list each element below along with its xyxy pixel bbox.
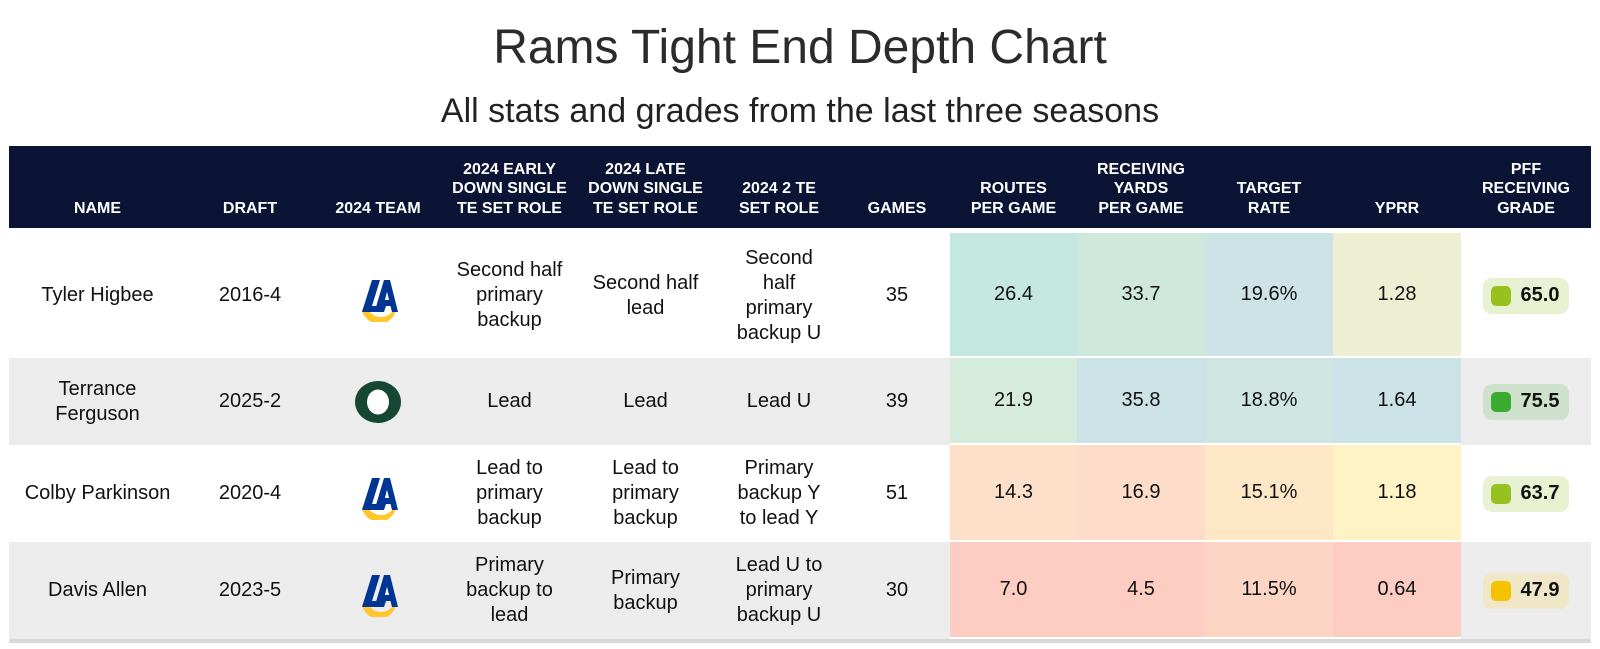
early-down-role: Lead xyxy=(487,390,532,412)
header-games[interactable]: GAMES xyxy=(867,199,927,217)
games-played: 39 xyxy=(885,390,909,412)
draft-pick: 2025-2 xyxy=(218,390,282,412)
table-row[interactable]: Colby Parkinson 2020-4 Lead to primary ba… xyxy=(9,445,1591,542)
pff-grade-value: 47.9 xyxy=(1520,579,1560,601)
pff-grade-cell: 75.5 xyxy=(1461,358,1591,445)
player-name: Tyler Higbee xyxy=(41,284,154,306)
receiving-yards-per-game: 4.5 xyxy=(1077,542,1205,639)
table-row[interactable]: Terrance Ferguson 2025-2 Lead Lead Lead U 39… xyxy=(9,358,1591,445)
routes-per-game: 7.0 xyxy=(950,542,1077,639)
header-early-down-role[interactable]: 2024 EARLY DOWN SINGLE TE SET ROLE xyxy=(452,160,567,217)
pff-grade-badge: 47.9 xyxy=(1482,572,1570,609)
receiving-yards-per-game: 35.8 xyxy=(1077,358,1205,445)
yprr-value: 1.28 xyxy=(1333,233,1461,358)
yprr-value: 1.64 xyxy=(1333,358,1461,445)
table-header: NAME DRAFT 2024 TEAM 2024 EARLY DOWN SIN… xyxy=(9,146,1591,228)
two-te-role: Lead U to primary backup U xyxy=(735,554,823,626)
header-team[interactable]: 2024 TEAM xyxy=(335,199,421,217)
draft-pick: 2020-4 xyxy=(218,482,282,504)
pff-grade-value: 75.5 xyxy=(1520,390,1560,412)
la-rams-logo xyxy=(362,477,398,520)
team-logo-cell xyxy=(314,445,442,542)
routes-per-game: 14.3 xyxy=(950,445,1077,542)
target-rate: 15.1% xyxy=(1205,445,1333,542)
header-yprr[interactable]: YPRR xyxy=(1374,199,1420,217)
receiving-yards-per-game: 33.7 xyxy=(1077,233,1205,358)
pff-grade-badge: 65.0 xyxy=(1482,277,1570,314)
receiving-yards-per-game: 16.9 xyxy=(1077,445,1205,542)
table-bottom-rule xyxy=(9,639,1591,643)
grade-color-square xyxy=(1490,391,1511,412)
team-logo-cell xyxy=(314,542,442,639)
games-played: 35 xyxy=(885,284,909,306)
page-subtitle: All stats and grades from the last three… xyxy=(440,92,1160,130)
pff-grade-badge: 63.7 xyxy=(1482,475,1570,512)
routes-per-game: 26.4 xyxy=(950,233,1077,358)
la-rams-logo xyxy=(362,279,398,322)
draft-pick: 2016-4 xyxy=(218,284,282,306)
grade-color-square xyxy=(1490,580,1511,601)
header-two-te-role[interactable]: 2024 2 TE SET ROLE xyxy=(738,180,819,217)
header-pff-receiving-grade[interactable]: PFF RECEIVING GRADE xyxy=(1481,160,1570,217)
player-name: Colby Parkinson xyxy=(24,482,171,504)
target-rate: 19.6% xyxy=(1205,233,1333,358)
pff-grade-cell: 63.7 xyxy=(1461,445,1591,542)
table-row[interactable]: Davis Allen 2023-5 Primary backup to lead… xyxy=(9,542,1591,639)
routes-per-game: 21.9 xyxy=(950,358,1077,445)
pff-grade-badge: 75.5 xyxy=(1482,383,1570,420)
oregon-logo xyxy=(355,380,401,423)
yprr-value: 1.18 xyxy=(1333,445,1461,542)
header-late-down-role[interactable]: 2024 LATE DOWN SINGLE TE SET ROLE xyxy=(588,160,703,217)
two-te-role: Primary backup Y to lead Y xyxy=(737,457,821,529)
player-name: Davis Allen xyxy=(48,579,147,601)
draft-pick: 2023-5 xyxy=(218,579,282,601)
late-down-role: Lead to primary backup xyxy=(612,457,679,529)
target-rate: 18.8% xyxy=(1205,358,1333,445)
player-name: Terrance Ferguson xyxy=(55,377,140,425)
header-draft[interactable]: DRAFT xyxy=(222,199,278,217)
pff-grade-value: 65.0 xyxy=(1520,284,1560,306)
early-down-role: Lead to primary backup xyxy=(476,457,543,529)
table-row[interactable]: Tyler Higbee 2016-4 Second half primary b… xyxy=(9,233,1591,358)
team-logo-cell xyxy=(314,358,442,445)
header-routes-per-game[interactable]: ROUTES PER GAME xyxy=(970,180,1057,217)
pff-grade-cell: 65.0 xyxy=(1461,233,1591,358)
early-down-role: Primary backup to lead xyxy=(466,554,553,626)
header-name[interactable]: NAME xyxy=(73,199,122,217)
table-body: Tyler Higbee 2016-4 Second half primary b… xyxy=(9,233,1591,639)
grade-color-square xyxy=(1490,285,1511,306)
games-played: 51 xyxy=(885,482,909,504)
late-down-role: Second half lead xyxy=(592,271,699,319)
late-down-role: Lead xyxy=(623,390,668,412)
depth-chart-table: NAME DRAFT 2024 TEAM 2024 EARLY DOWN SIN… xyxy=(9,146,1591,643)
team-logo-cell xyxy=(314,233,442,358)
header-target-rate[interactable]: TARGET RATE xyxy=(1236,180,1302,217)
la-rams-logo xyxy=(362,574,398,617)
page-title: Rams Tight End Depth Chart xyxy=(493,21,1107,74)
yprr-value: 0.64 xyxy=(1333,542,1461,639)
two-te-role: Lead U xyxy=(746,390,812,412)
two-te-role: Second half primary backup U xyxy=(736,246,822,344)
games-played: 30 xyxy=(885,579,909,601)
header-receiving-yards-per-game[interactable]: RECEIVING YARDS PER GAME xyxy=(1096,160,1185,217)
pff-grade-value: 63.7 xyxy=(1520,482,1560,504)
early-down-role: Second half primary backup xyxy=(456,259,563,331)
pff-grade-cell: 47.9 xyxy=(1461,542,1591,639)
late-down-role: Primary backup xyxy=(611,566,680,614)
grade-color-square xyxy=(1490,483,1511,504)
target-rate: 11.5% xyxy=(1205,542,1333,639)
